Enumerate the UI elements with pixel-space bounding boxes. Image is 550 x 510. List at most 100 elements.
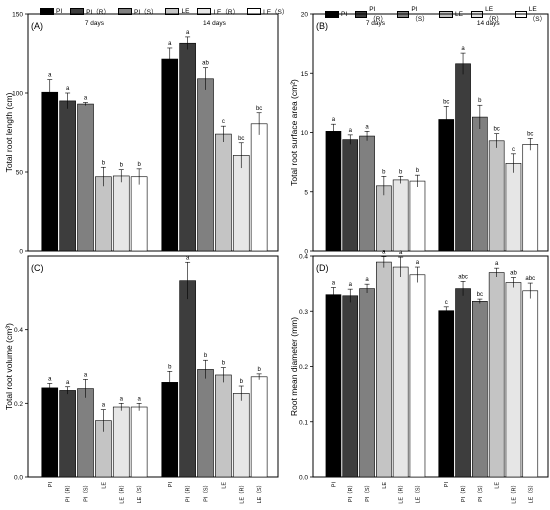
significance-letter: c <box>512 147 515 153</box>
bar <box>161 58 179 252</box>
bar <box>505 282 522 478</box>
y-tick-label: 150 <box>12 12 23 19</box>
x-tick-label: PI <box>168 482 174 488</box>
panel-label: (D) <box>316 263 329 273</box>
significance-letter: a <box>84 372 88 378</box>
bar <box>409 274 426 478</box>
panel-b: (B) 0 5 10 15 20 Total root surface area (cm²)… <box>289 12 549 256</box>
bar <box>112 175 130 252</box>
group-label: 7 days <box>366 20 386 27</box>
y-tick-label: 0.3 <box>299 309 308 316</box>
y-tick-label: 0 <box>19 249 23 256</box>
significance-letter: b <box>168 364 172 370</box>
bar <box>488 272 505 478</box>
y-tick-label: 5 <box>304 189 308 196</box>
panel-label: (C) <box>31 263 44 273</box>
significance-letter: a <box>332 117 336 123</box>
legend-label-pi-s: PI（S） <box>134 9 158 16</box>
significance-letter: a <box>48 376 52 382</box>
bar <box>112 406 130 478</box>
x-tick-label: LE <box>221 482 227 489</box>
x-tick-label: LE（S） <box>527 482 534 503</box>
x-tick-label: LE（R） <box>118 482 125 504</box>
plot-frame <box>27 255 279 478</box>
significance-letter: a <box>349 282 353 288</box>
bar <box>179 42 196 252</box>
significance-letter: abc <box>525 276 535 282</box>
x-tick-label: PI（S） <box>203 482 210 502</box>
significance-letter: a <box>168 41 172 47</box>
significance-letter: a <box>416 260 420 266</box>
legend-label-le: LE <box>181 7 190 15</box>
panel-label: (A) <box>31 21 43 31</box>
bar <box>522 290 539 478</box>
y-tick-label: 15 <box>301 71 309 78</box>
bar <box>197 78 214 252</box>
bar <box>95 176 112 252</box>
bar <box>488 140 505 252</box>
x-tick-label: PI（S） <box>83 482 90 502</box>
x-tick-label: PI <box>48 482 54 488</box>
significance-letter: ab <box>510 271 517 277</box>
bar <box>359 135 375 252</box>
y-axis-label: Total root length (cm) <box>4 92 14 172</box>
bar <box>359 288 375 478</box>
significance-letter: a <box>495 261 499 267</box>
bar <box>472 301 488 478</box>
y-tick-label: 20 <box>301 12 309 19</box>
significance-letter: bc <box>238 136 244 142</box>
significance-letter: ab <box>202 61 209 67</box>
bar <box>77 103 94 252</box>
bar <box>455 63 471 252</box>
group-label: 14 days <box>477 20 501 27</box>
significance-letter: a <box>365 124 369 130</box>
bar <box>197 369 214 478</box>
y-tick-label: 0 <box>304 249 308 256</box>
x-tick-label: PI（S） <box>364 482 371 502</box>
bar <box>438 310 455 478</box>
bar <box>250 123 268 252</box>
bar <box>41 387 59 478</box>
significance-letter: b <box>399 169 403 175</box>
bar <box>376 261 392 478</box>
x-tick-label: LE（R） <box>238 482 245 504</box>
significance-letter: a <box>84 95 88 101</box>
significance-letter: a <box>332 280 336 286</box>
y-tick-label: 0.2 <box>14 401 23 408</box>
significance-letter: bc <box>493 127 499 133</box>
x-tick-label: LE（S） <box>256 482 263 503</box>
significance-letter: bc <box>527 131 533 137</box>
y-tick-label: 0.0 <box>14 475 23 482</box>
y-axis-label: Total root volume (cm³) <box>4 323 14 410</box>
y-tick-label: 50 <box>16 170 24 177</box>
bar <box>325 294 342 478</box>
y-axis-label: Total root surface area (cm²) <box>289 79 299 186</box>
significance-letter: bc <box>256 106 262 112</box>
bar <box>250 376 268 478</box>
significance-letter: a <box>102 403 106 409</box>
y-tick-label: 0.4 <box>299 254 308 261</box>
legend-label-pi-s: PI（S） <box>411 6 429 23</box>
bar <box>161 382 179 478</box>
legend-label-le-s: LE（S） <box>263 9 289 16</box>
bar <box>505 163 522 252</box>
legend-label-pi: PI <box>56 7 63 15</box>
legend-label-le-r: LE（R） <box>213 9 240 16</box>
significance-letter: a <box>349 128 353 134</box>
bar <box>59 390 76 478</box>
plot-frame <box>27 13 279 252</box>
significance-letter: b <box>137 162 141 168</box>
bar <box>130 406 148 478</box>
significance-letter: b <box>204 353 208 359</box>
bar <box>342 139 359 252</box>
significance-letter: b <box>222 361 226 367</box>
x-tick-label: PI <box>331 482 337 488</box>
significance-letter: a <box>399 250 403 256</box>
significance-letter: a <box>137 396 141 402</box>
bar <box>376 185 392 252</box>
bar <box>392 266 409 478</box>
significance-letter: a <box>66 86 70 92</box>
